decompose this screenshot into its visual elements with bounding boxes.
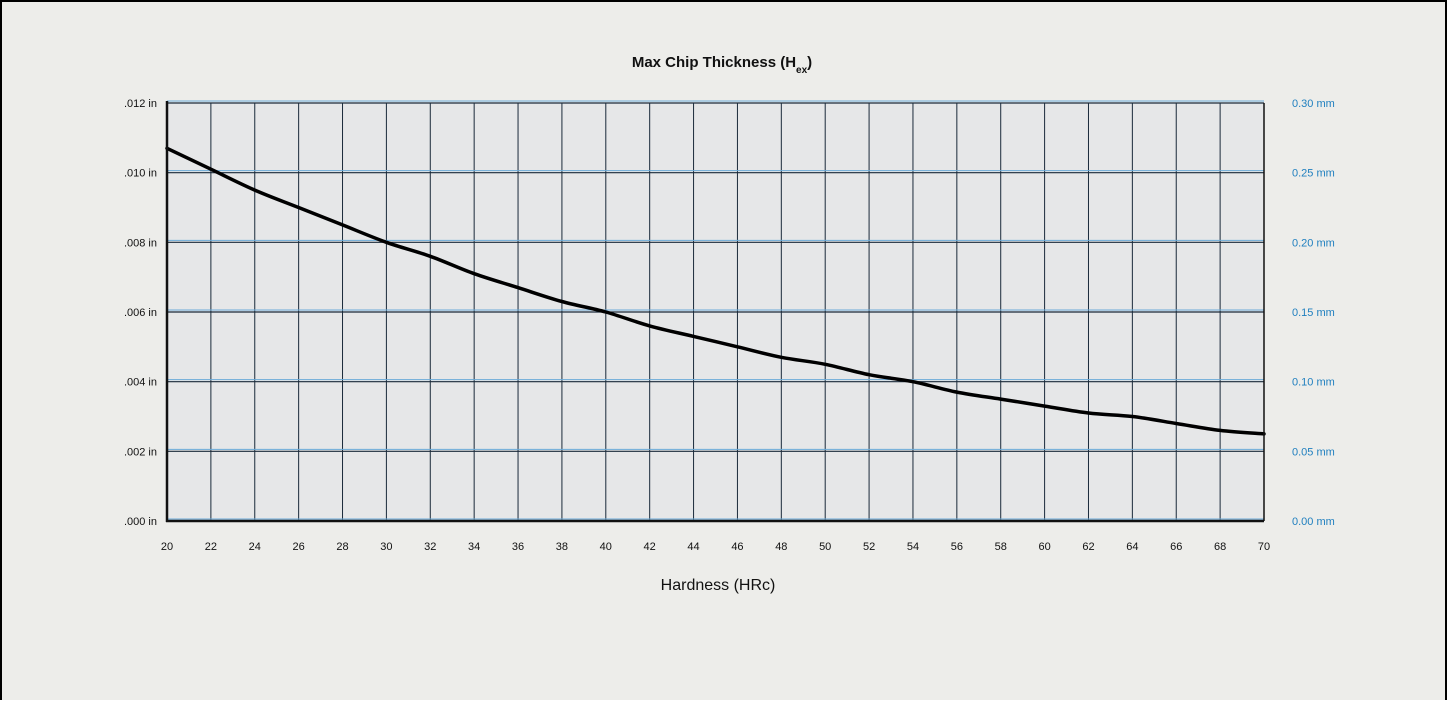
x-tick-label: 64 bbox=[1126, 541, 1138, 553]
x-tick-label: 48 bbox=[775, 541, 787, 553]
x-tick-label: 56 bbox=[951, 541, 963, 553]
x-tick-label: 66 bbox=[1170, 541, 1182, 553]
y-tick-label: .000 in bbox=[124, 516, 157, 528]
x-tick-label: 30 bbox=[380, 541, 392, 553]
y2-tick-label: 0.05 mm bbox=[1292, 446, 1335, 458]
x-tick-label: 24 bbox=[249, 541, 261, 553]
y2-tick-label: 0.10 mm bbox=[1292, 377, 1335, 389]
x-tick-label: 22 bbox=[205, 541, 217, 553]
y2-tick-label: 0.30 mm bbox=[1292, 98, 1335, 110]
x-tick-label: 58 bbox=[995, 541, 1007, 553]
x-tick-label: 26 bbox=[293, 541, 305, 553]
x-tick-label: 40 bbox=[600, 541, 612, 553]
chart-title-subscript: ex bbox=[796, 65, 808, 76]
x-tick-label: 38 bbox=[556, 541, 568, 553]
y-tick-label: .010 in bbox=[124, 168, 157, 180]
y2-tick-label: 0.15 mm bbox=[1292, 307, 1335, 319]
y2-tick-label: 0.00 mm bbox=[1292, 516, 1335, 528]
y-tick-label: .004 in bbox=[124, 377, 157, 389]
x-tick-label: 46 bbox=[731, 541, 743, 553]
x-tick-label: 42 bbox=[644, 541, 656, 553]
chart-title: Max Chip Thickness (Hex) bbox=[632, 54, 812, 76]
y-tick-label: .002 in bbox=[124, 446, 157, 458]
x-tick-label: 60 bbox=[1038, 541, 1050, 553]
x-tick-label: 36 bbox=[512, 541, 524, 553]
x-tick-label: 54 bbox=[907, 541, 919, 553]
x-tick-label: 50 bbox=[819, 541, 831, 553]
x-tick-label: 34 bbox=[468, 541, 480, 553]
x-tick-label: 62 bbox=[1082, 541, 1094, 553]
y-tick-label: .012 in bbox=[124, 98, 157, 110]
chart-title-suffix: ) bbox=[807, 54, 812, 71]
x-tick-label: 68 bbox=[1214, 541, 1226, 553]
y2-tick-label: 0.25 mm bbox=[1292, 168, 1335, 180]
x-tick-label: 44 bbox=[687, 541, 699, 553]
x-tick-label: 20 bbox=[161, 541, 173, 553]
y2-tick-label: 0.20 mm bbox=[1292, 237, 1335, 249]
y-tick-label: .006 in bbox=[124, 307, 157, 319]
x-tick-label: 70 bbox=[1258, 541, 1270, 553]
x-axis-label: Hardness (HRc) bbox=[661, 577, 776, 594]
y-tick-label: .008 in bbox=[124, 237, 157, 249]
chart-title-main: Max Chip Thickness (H bbox=[632, 54, 796, 71]
x-tick-label: 28 bbox=[336, 541, 348, 553]
x-tick-label: 32 bbox=[424, 541, 436, 553]
series-line bbox=[165, 146, 1266, 436]
x-tick-label: 52 bbox=[863, 541, 875, 553]
